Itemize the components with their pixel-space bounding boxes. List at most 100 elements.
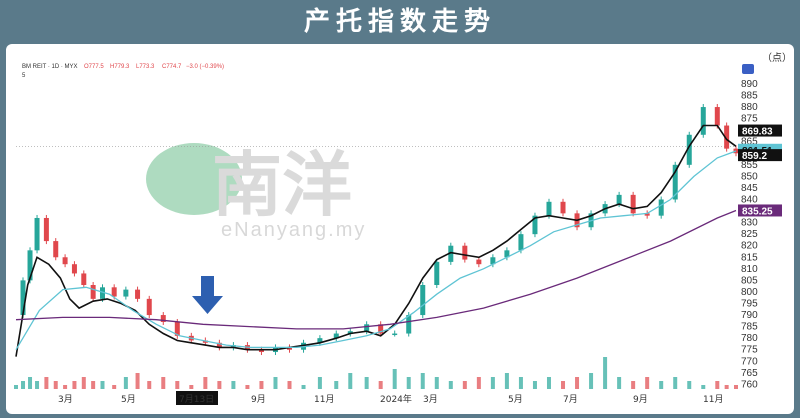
volume-bar [392,369,397,389]
volume-bar [53,381,58,389]
candle-body [700,107,706,135]
watermark-brand-cn: 南洋 [212,144,352,226]
volume-bar [448,381,453,389]
candle-body [672,164,678,200]
volume-bar [589,373,594,389]
candle-body [53,241,59,258]
candle-body [111,287,117,297]
price-badge [738,149,782,162]
settings-icon[interactable] [742,64,754,74]
volume-bar [14,385,18,389]
volume-bar [546,377,551,389]
x-tick-label: 3月 [423,394,438,405]
x-tick-label: 7月 [563,394,578,405]
volume-bar [631,381,636,389]
volume-bar [203,377,208,389]
x-tick-label: 11月 [314,394,334,405]
volume-bar [147,381,152,389]
candle-body [420,285,426,316]
y-tick-label: 785 [741,322,758,333]
watermark-brand-en: eNanyang.my [221,219,366,241]
ohlc-open: O777.5 [84,64,104,70]
volume-bar [44,377,49,389]
x-tick-label: 5月 [121,394,136,405]
volume-bar [724,385,729,389]
indicator-sub: 5 [22,73,26,79]
y-tick-label: 850 [741,171,758,182]
volume-bar [490,377,495,389]
y-tick-label: 855 [741,160,758,171]
volume-bar [364,377,369,389]
y-tick-label: 880 [741,102,758,113]
y-tick-label: 890 [741,79,758,90]
candle-body [364,324,370,332]
ma-line-ma20 [15,150,737,351]
volume-bar [63,385,68,389]
page-title: 产托指数走势 [0,0,800,44]
candle-body [90,285,96,299]
volume-bar [72,381,77,389]
volume-bar [245,385,250,389]
volume-bar [659,381,664,389]
x-tick-label: 9月 [251,394,266,405]
y-tick-label: 775 [741,345,758,356]
volume-bar [434,377,439,389]
volume-bar [518,377,523,389]
plot-layer [14,104,739,389]
y-tick-label: 760 [741,379,758,390]
volume-bar [734,385,738,389]
candle-body [27,250,33,281]
ma-line-ma200 [15,209,737,330]
ohlc-high: H779.3 [110,64,130,70]
candle-body [714,107,720,126]
candle-body [258,349,264,353]
candle-body [333,333,339,339]
x-tick-label: 7月13日 [179,394,214,405]
y-tick-label: 810 [741,264,758,275]
candle-body [81,273,87,285]
candle-body [490,257,496,265]
candle-body [62,257,68,265]
candle-body [448,245,454,262]
down-arrow-icon [192,276,223,314]
candle-body [504,250,510,258]
x-tick-label: 2024年 [380,393,412,405]
y-tick-label: 795 [741,298,758,309]
volume-bar [35,381,40,389]
price-badge-label: 835.25 [742,206,773,217]
volume-bar [81,377,86,389]
candle-body [146,298,152,316]
volume-bar [504,373,509,389]
x-highlight-bg [176,391,218,405]
y-tick-label: 805 [741,275,758,286]
volume-bar [217,381,222,389]
volume-bar [91,381,96,389]
candle-body [160,315,166,322]
volume-bar [259,381,264,389]
chart-panel: 南洋 eNanyang.my BM REIT · 1D · MYX O777.5… [6,44,794,414]
volume-bar [175,381,180,389]
candle-body [43,217,49,242]
candle-body [123,289,129,297]
price-chart: 南洋 eNanyang.my BM REIT · 1D · MYX O777.5… [14,52,792,405]
candle-body [476,259,482,265]
y-tick-label: 830 [741,218,758,229]
volume-bar [378,381,383,389]
candle-body [347,331,353,334]
y-tick-label: 815 [741,252,758,263]
y-tick-label: 845 [741,183,758,194]
volume-bar [617,377,622,389]
y-tick-label: 885 [741,90,758,101]
volume-bar [687,381,692,389]
volume-bar [603,357,608,389]
candle-body [34,217,40,251]
volume-bar [161,377,166,389]
y-tick-label: 840 [741,194,758,205]
candle-body [20,280,26,316]
y-tick-label: 820 [741,241,758,252]
watermark-logo-e [146,143,242,215]
volume-bar [334,381,339,389]
candle-body [378,324,384,334]
y-tick-label: 790 [741,310,758,321]
ticker-symbol: BM REIT · 1D · MYX [22,64,78,70]
